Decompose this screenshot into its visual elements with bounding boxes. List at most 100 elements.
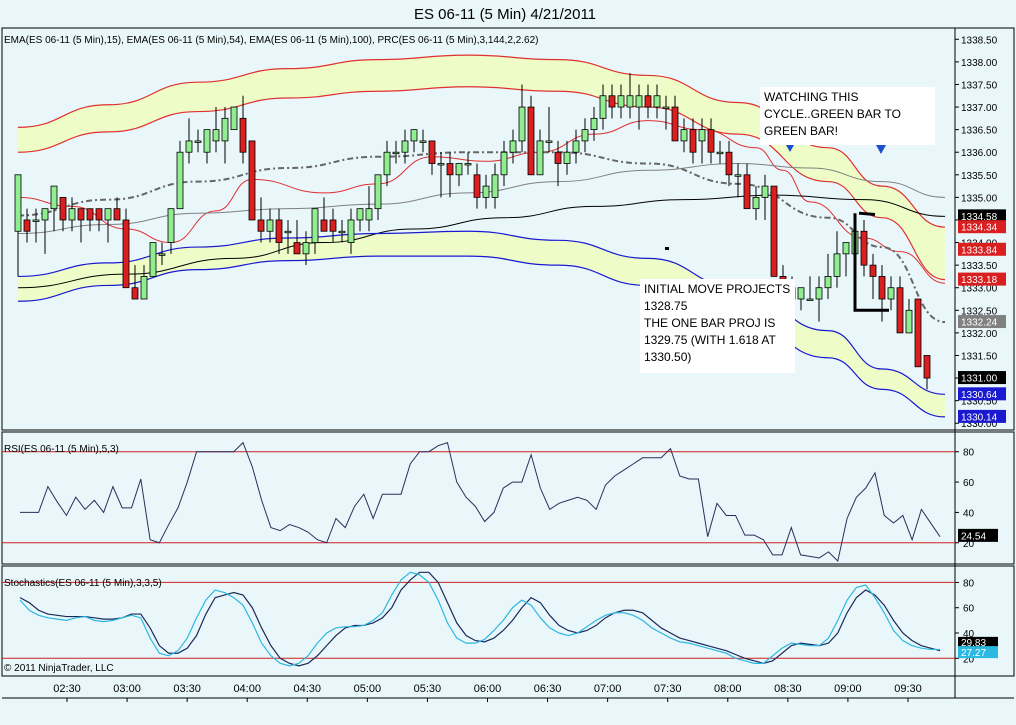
down-candle (914, 298, 922, 368)
up-candle (392, 151, 400, 155)
down-candle (878, 276, 886, 300)
stochastics-tick-label: 80 (963, 578, 975, 589)
rsi-tick-label: 40 (963, 508, 975, 519)
price-label-box (958, 272, 1006, 286)
price-tick-label: 1330.50 (961, 397, 998, 408)
up-candle (887, 287, 895, 300)
up-candle (176, 151, 184, 210)
up-candle (419, 140, 427, 143)
down-candle (329, 219, 337, 232)
time-tick-label: 02:30 (53, 683, 81, 695)
down-candle (869, 264, 877, 277)
time-tick-label: 08:00 (714, 683, 742, 695)
price-label-text: 1331.00 (961, 374, 998, 385)
price-label-text: 1333.84 (961, 245, 998, 256)
up-candle (230, 106, 238, 131)
up-candle (212, 129, 220, 142)
up-candle (734, 174, 742, 177)
price-indicator-label: EMA(ES 06-11 (5 Min),15), EMA(ES 06-11 (… (4, 35, 538, 46)
time-tick-label: 05:00 (354, 683, 382, 695)
up-candle (563, 151, 571, 164)
down-candle (923, 355, 931, 379)
price-label-text: 1333.18 (961, 275, 998, 286)
up-candle (482, 185, 490, 198)
price-label-box (958, 315, 1006, 329)
up-candle (536, 140, 544, 176)
upper-envelope-fill (18, 55, 945, 280)
up-candle (410, 129, 418, 142)
down-candle (131, 287, 139, 300)
rsi-line (20, 441, 941, 562)
stochastics-tick-label: 60 (963, 604, 975, 615)
up-candle (437, 163, 445, 166)
down-candle (275, 219, 283, 243)
price-tick-label: 1332.50 (961, 306, 998, 317)
upper-band-outer-line (17, 54, 946, 228)
up-candle (752, 196, 760, 210)
time-tick-label: 06:00 (474, 683, 502, 695)
rsi-tick-label: 80 (963, 448, 975, 459)
up-candle (509, 140, 517, 153)
price-tick-label: 1335.00 (961, 193, 998, 204)
price-label-box (958, 387, 1006, 401)
time-tick-label: 05:30 (414, 683, 442, 695)
up-candle (662, 106, 670, 109)
down-candle (86, 208, 94, 221)
down-candle (671, 106, 679, 142)
up-candle (14, 174, 22, 232)
down-candle (689, 129, 697, 153)
stochastics-value-label: 29.83 (961, 638, 986, 649)
down-candle (248, 140, 256, 221)
price-dot-marker (665, 247, 669, 250)
up-candle (905, 309, 913, 334)
up-candle (104, 208, 112, 221)
annotation-line: CYCLE..GREEN BAR TO (764, 107, 901, 121)
up-candle (716, 151, 724, 155)
up-candle (68, 208, 76, 221)
up-candle (572, 140, 580, 153)
ema54-line (17, 163, 946, 235)
down-candle (644, 95, 652, 108)
up-candle (626, 95, 634, 108)
price-label-text: 1332.24 (961, 318, 998, 329)
prc-midline (17, 151, 946, 324)
rsi-tick-label: 20 (963, 539, 975, 550)
rsi-panel-frame (1, 431, 1015, 565)
down-candle (707, 129, 715, 153)
up-candle (302, 242, 310, 255)
up-candle (383, 151, 391, 176)
up-candle (374, 174, 382, 210)
down-candle (320, 219, 328, 232)
up-candle (32, 219, 40, 222)
price-tick-label: 1338.00 (961, 58, 998, 69)
up-candle (545, 140, 553, 143)
up-candle (221, 117, 229, 142)
time-tick-label: 03:00 (113, 683, 141, 695)
down-candle (725, 151, 733, 176)
down-candle (257, 219, 265, 232)
up-candle (581, 129, 589, 142)
rsi-value-box (958, 528, 998, 542)
price-tick-label: 1337.00 (961, 103, 998, 114)
rsi-value-label: 24.54 (961, 531, 986, 542)
time-tick-label: 07:00 (594, 683, 622, 695)
chart-title: ES 06-11 (5 Min) 4/21/2011 (414, 6, 596, 23)
up-candle (185, 140, 193, 153)
price-tick-label: 1333.00 (961, 284, 998, 295)
up-candle (167, 208, 175, 243)
time-tick-label: 03:30 (173, 683, 201, 695)
up-candle (806, 298, 814, 301)
up-candle (500, 151, 508, 176)
down-candle (554, 151, 562, 164)
blue-arrow-marker (876, 145, 886, 154)
up-candle (464, 163, 472, 166)
price-label-box (958, 409, 1006, 423)
down-candle (743, 174, 751, 210)
up-candle (266, 219, 274, 232)
down-candle (77, 208, 85, 221)
time-tick-label: 04:30 (294, 683, 322, 695)
down-candle (527, 106, 535, 176)
annotation-line: 1329.75 (WITH 1.618 AT (644, 333, 776, 347)
